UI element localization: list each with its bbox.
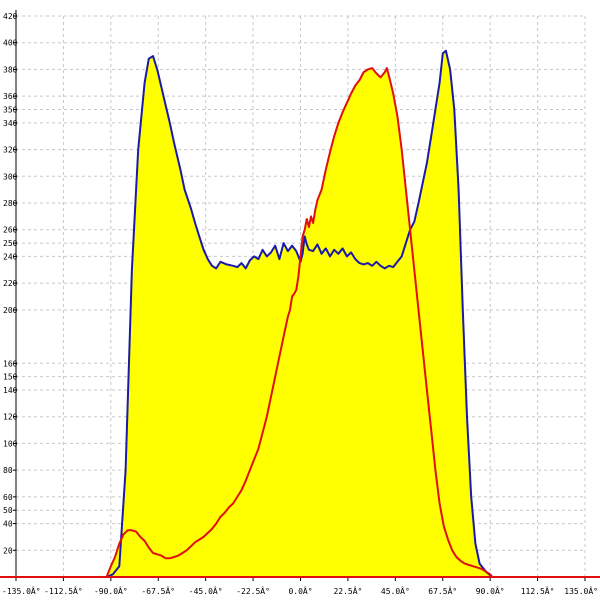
x-tick-label: 112.5Â°	[521, 585, 555, 596]
x-tick-label: 67.5Â°	[428, 585, 457, 596]
y-tick-label: 420	[3, 12, 18, 21]
y-tick-label: 400	[3, 39, 18, 48]
y-tick-label: 240	[3, 252, 18, 261]
area-fills	[106, 50, 493, 577]
y-tick-label: 380	[3, 65, 18, 74]
y-tick-label: 360	[3, 92, 18, 101]
y-tick-label: 60	[3, 493, 13, 502]
y-tick-label: 250	[3, 239, 18, 248]
y-tick-label: 260	[3, 226, 18, 235]
x-tick-labels: -135.0Â° -112.5Â° -90.0Â° -67.5Â° -45.0Â° -22…	[2, 585, 598, 596]
x-tick-label: -45.0Â°	[189, 585, 223, 596]
y-tick-label: 100	[3, 439, 18, 448]
y-tick-label: 80	[3, 466, 13, 475]
x-tick-label: -112.5Â°	[44, 585, 83, 596]
y-tick-label: 220	[3, 279, 18, 288]
x-tick-label: 45.0Â°	[381, 585, 410, 596]
y-tick-label: 350	[3, 106, 18, 115]
y-tick-label: 200	[3, 306, 18, 315]
y-tick-label: 40	[3, 520, 13, 529]
x-tick-label: -90.0Â°	[94, 585, 128, 596]
x-tick-label: 0.0Â°	[288, 585, 312, 596]
y-tick-label: 320	[3, 146, 18, 155]
y-tick-labels: 20 40 50 60 80 100 120 140 150 160 200 220 240 250 260…	[3, 12, 18, 555]
x-tick-label: -67.5Â°	[141, 585, 175, 596]
red-series-line	[105, 67, 494, 578]
red-area-fill	[106, 68, 493, 577]
x-tick-label: 22.5Â°	[333, 585, 362, 596]
y-tick-label: 280	[3, 199, 18, 208]
blue-series-line	[106, 49, 493, 578]
y-tick-label: 300	[3, 172, 18, 181]
y-tick-label: 150	[3, 373, 18, 382]
y-tick-label: 50	[3, 506, 13, 515]
y-tick-label: 140	[3, 386, 18, 395]
x-tick-label: 90.0Â°	[476, 585, 505, 596]
x-tick-label: -22.5Â°	[236, 585, 270, 596]
y-tick-label: 340	[3, 119, 18, 128]
y-tick-label: 20	[3, 546, 13, 555]
x-tick-label: -135.0Â°	[2, 585, 41, 596]
y-tick-label: 160	[3, 359, 18, 368]
x-tick-label: 135.0Â°	[564, 585, 598, 596]
series-lines	[105, 49, 494, 578]
y-tick-label: 120	[3, 413, 18, 422]
axes	[0, 10, 600, 581]
